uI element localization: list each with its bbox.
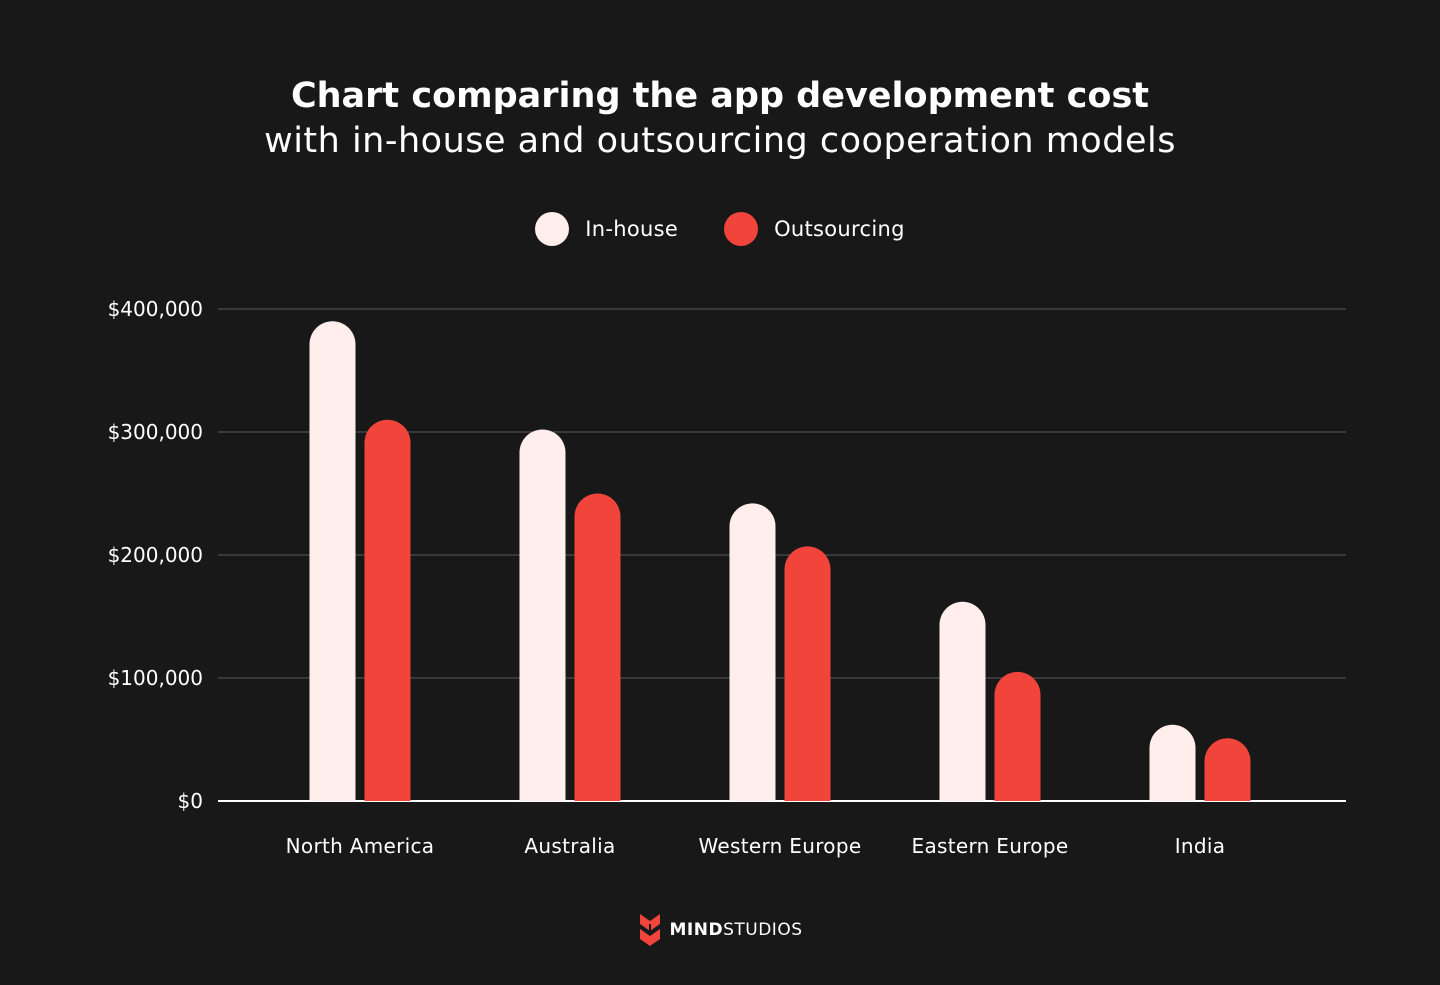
brand: MINDSTUDIOS bbox=[0, 912, 1440, 948]
legend-swatch-in-house bbox=[535, 212, 570, 246]
category-label: Australia bbox=[524, 834, 615, 858]
bar-outsourcing-eastern-europe bbox=[994, 671, 1041, 801]
legend-swatch-outsourcing bbox=[724, 212, 759, 246]
category-labels: North America Australia Western Europe East… bbox=[286, 834, 1226, 858]
y-tick-label: $100,000 bbox=[108, 666, 203, 690]
bar-outsourcing-north-america bbox=[364, 419, 411, 801]
bar-outsourcing-western-europe bbox=[784, 546, 831, 801]
bar-in-house-north-america bbox=[309, 321, 356, 801]
brand-name: MINDSTUDIOS bbox=[670, 920, 803, 940]
bar-in-house-india bbox=[1149, 724, 1196, 801]
legend-label-outsourcing: Outsourcing bbox=[774, 217, 905, 241]
y-tick-label: $0 bbox=[178, 789, 203, 813]
brand-name-bold: MIND bbox=[669, 920, 724, 940]
bar-in-house-australia bbox=[519, 429, 566, 801]
category-label: North America bbox=[286, 834, 435, 858]
legend-item-outsourcing: Outsourcing bbox=[724, 212, 905, 246]
brand-name-regular: STUDIOS bbox=[723, 920, 803, 940]
y-tick-label: $400,000 bbox=[108, 297, 203, 321]
category-label: India bbox=[1175, 834, 1226, 858]
bar-in-house-western-europe bbox=[729, 503, 776, 801]
category-label: Eastern Europe bbox=[912, 834, 1069, 858]
bar-outsourcing-australia bbox=[574, 493, 621, 801]
y-tick-label: $200,000 bbox=[108, 543, 203, 567]
legend: In-house Outsourcing bbox=[0, 212, 1440, 246]
legend-label-in-house: In-house bbox=[585, 217, 679, 241]
category-label: Western Europe bbox=[699, 834, 862, 858]
bar-in-house-eastern-europe bbox=[939, 601, 986, 801]
y-tick-label: $300,000 bbox=[108, 420, 203, 444]
bars bbox=[309, 321, 1251, 801]
bar-outsourcing-india bbox=[1204, 738, 1251, 801]
chart-subtitle: with in-house and outsourcing cooperatio… bbox=[264, 121, 1176, 161]
y-axis-tick-labels: $0 $100,000 $200,000 $300,000 $400,000 bbox=[108, 297, 203, 813]
chart-title-block: Chart comparing the app development cost… bbox=[0, 74, 1440, 164]
legend-item-in-house: In-house bbox=[535, 212, 678, 246]
mind-studios-logo-icon bbox=[639, 914, 660, 946]
chart-title: Chart comparing the app development cost bbox=[290, 76, 1150, 116]
